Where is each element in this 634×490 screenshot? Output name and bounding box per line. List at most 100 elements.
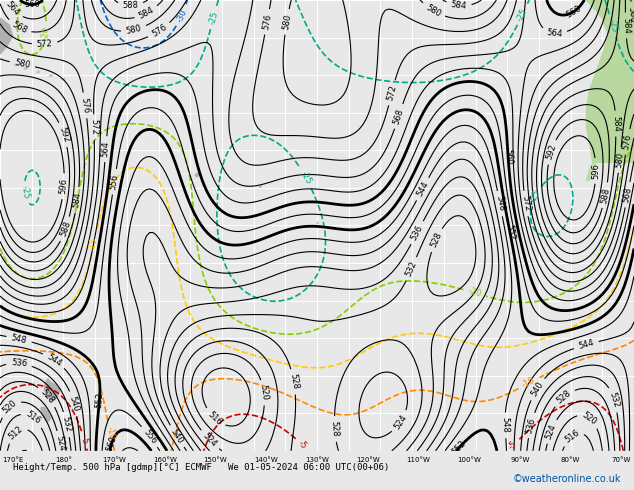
Text: 528: 528 [555,389,573,406]
Polygon shape [49,74,52,76]
Polygon shape [195,173,200,177]
Text: -25: -25 [528,188,542,204]
Text: 516: 516 [206,409,224,427]
Text: -10: -10 [521,376,537,390]
Polygon shape [586,0,634,162]
Text: 580: 580 [125,24,143,36]
Text: 520: 520 [1,399,18,416]
Text: 520: 520 [580,410,598,426]
Text: 524: 524 [201,431,219,449]
Text: 572: 572 [520,195,531,212]
Text: 556: 556 [141,428,158,446]
Polygon shape [259,186,261,188]
Text: 572: 572 [36,40,53,49]
Text: 528: 528 [39,387,56,405]
Text: 540: 540 [67,395,81,413]
Text: 580: 580 [281,13,292,30]
Text: 532: 532 [404,260,418,278]
Text: 80°W: 80°W [561,457,580,463]
Text: 580: 580 [14,58,31,70]
Text: 520: 520 [258,384,269,401]
Text: 564: 564 [546,28,563,39]
Text: 512: 512 [7,424,25,441]
Text: 584: 584 [621,17,631,33]
Text: 180°: 180° [55,457,72,463]
Text: 596: 596 [592,163,600,179]
Text: 576: 576 [261,13,273,30]
Text: 524: 524 [54,435,66,452]
Text: -25: -25 [20,185,30,200]
Text: 540: 540 [529,380,545,398]
Text: 540: 540 [169,427,185,445]
Text: 552: 552 [504,224,516,241]
Text: Height/Temp. 500 hPa [gdmp][°C] ECMWF   We 01-05-2024 06:00 UTC(00+06): Height/Temp. 500 hPa [gdmp][°C] ECMWF We… [13,463,389,471]
Text: 552: 552 [450,439,467,457]
Text: 588: 588 [599,187,611,204]
Text: 588: 588 [122,1,139,10]
Polygon shape [36,71,39,73]
Text: 584: 584 [450,0,467,11]
Text: 552: 552 [94,392,105,408]
Text: -25: -25 [606,18,619,33]
Text: 110°W: 110°W [406,457,430,463]
Text: 524: 524 [544,422,558,441]
Text: -5: -5 [297,439,309,451]
Text: 536: 536 [11,358,27,369]
Text: -30: -30 [175,7,188,24]
Polygon shape [61,78,65,80]
Text: 532: 532 [607,391,621,409]
Text: 564: 564 [101,141,111,157]
Text: 584: 584 [138,5,156,21]
Text: 560: 560 [564,4,583,20]
Polygon shape [317,222,318,223]
Text: 588: 588 [627,6,634,23]
Text: -25: -25 [515,6,529,23]
Polygon shape [0,18,13,54]
Text: 576: 576 [80,97,91,114]
Text: 548: 548 [10,333,28,345]
Text: 596: 596 [58,178,69,195]
Text: -25: -25 [299,170,313,186]
Text: 568: 568 [622,186,633,203]
Text: -10: -10 [105,425,116,440]
Text: 170°W: 170°W [102,457,126,463]
Text: 572: 572 [89,119,99,135]
Text: 528: 528 [288,373,299,391]
Text: 572: 572 [385,84,398,101]
Text: -20: -20 [41,25,51,40]
Text: 556: 556 [109,173,120,190]
Text: 568: 568 [392,107,406,125]
Text: 560: 560 [503,148,513,165]
Text: ©weatheronline.co.uk: ©weatheronline.co.uk [513,474,621,484]
Text: 150°W: 150°W [204,457,228,463]
Text: 548: 548 [500,417,510,433]
Text: 548: 548 [494,195,506,212]
Text: 536: 536 [410,223,425,242]
Text: 140°W: 140°W [254,457,278,463]
Text: 536: 536 [525,416,537,434]
Text: 592: 592 [545,143,558,161]
Text: 528: 528 [429,231,444,249]
Text: 516: 516 [563,428,581,444]
Text: 568: 568 [10,20,29,36]
Text: 170°E: 170°E [2,457,23,463]
Text: -15: -15 [88,236,100,251]
Text: 528: 528 [330,421,340,437]
Text: 544: 544 [415,180,430,198]
Text: -20: -20 [467,287,482,299]
Text: 100°W: 100°W [457,457,481,463]
Text: 524: 524 [392,413,409,431]
Text: 580: 580 [424,3,443,19]
Text: 544: 544 [578,338,595,351]
Text: 576: 576 [150,23,169,39]
Text: 560: 560 [24,0,40,9]
Text: 592: 592 [57,126,70,144]
Text: 564: 564 [4,0,22,18]
Polygon shape [44,379,60,400]
Text: -5: -5 [507,440,519,452]
Text: 120°W: 120°W [356,457,380,463]
Text: 90°W: 90°W [510,457,529,463]
Text: 532: 532 [61,416,73,433]
Text: 580: 580 [614,151,625,169]
Text: 70°W: 70°W [612,457,631,463]
